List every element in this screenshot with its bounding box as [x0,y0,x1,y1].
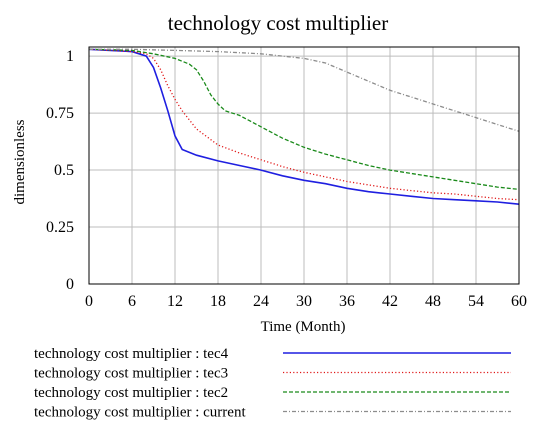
x-ticks: 0 6 12 18 24 30 36 42 48 54 60 [85,293,527,310]
x-tick-label: 42 [382,293,398,310]
x-tick-label: 54 [468,293,484,310]
legend: technology cost multiplier : tec4 technol… [34,346,511,421]
y-axis-label: dimensionless [12,119,28,204]
series-line-4 [89,48,520,132]
x-tick-label: 6 [128,293,136,310]
x-axis-label: Time (Month) [261,319,346,335]
legend-label: technology cost multiplier : tec3 [34,366,228,382]
x-tick-label: 36 [339,293,355,310]
y-tick-label: 1 [66,48,74,65]
plot-frame [88,46,520,285]
x-tick-label: 60 [511,293,527,310]
legend-label: technology cost multiplier : current [34,405,246,421]
x-tick-label: 24 [253,293,269,310]
x-tick-label: 12 [167,293,183,310]
series-line-3 [88,48,520,191]
legend-label: technology cost multiplier : tec2 [34,385,228,401]
y-tick-label: 0.75 [46,105,74,122]
legend-label: technology cost multiplier : tec4 [34,346,229,362]
series-lines [88,48,520,205]
y-tick-label: 0.25 [46,219,74,236]
x-tick-label: 18 [210,293,226,310]
plot-grid [88,47,520,285]
x-tick-label: 30 [296,293,312,310]
x-tick-label: 48 [425,293,441,310]
y-ticks: 0 0.25 0.5 0.75 1 [46,48,74,293]
x-tick-label: 0 [85,293,93,310]
y-tick-label: 0.5 [54,162,74,179]
y-tick-label: 0 [66,276,74,293]
chart-title: technology cost multiplier [168,11,388,35]
series-line-1 [88,48,520,205]
series-line-2 [88,48,520,201]
